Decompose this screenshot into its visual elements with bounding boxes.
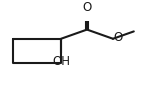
Text: O: O bbox=[114, 32, 123, 44]
Text: O: O bbox=[82, 1, 92, 14]
Text: OH: OH bbox=[52, 55, 70, 68]
